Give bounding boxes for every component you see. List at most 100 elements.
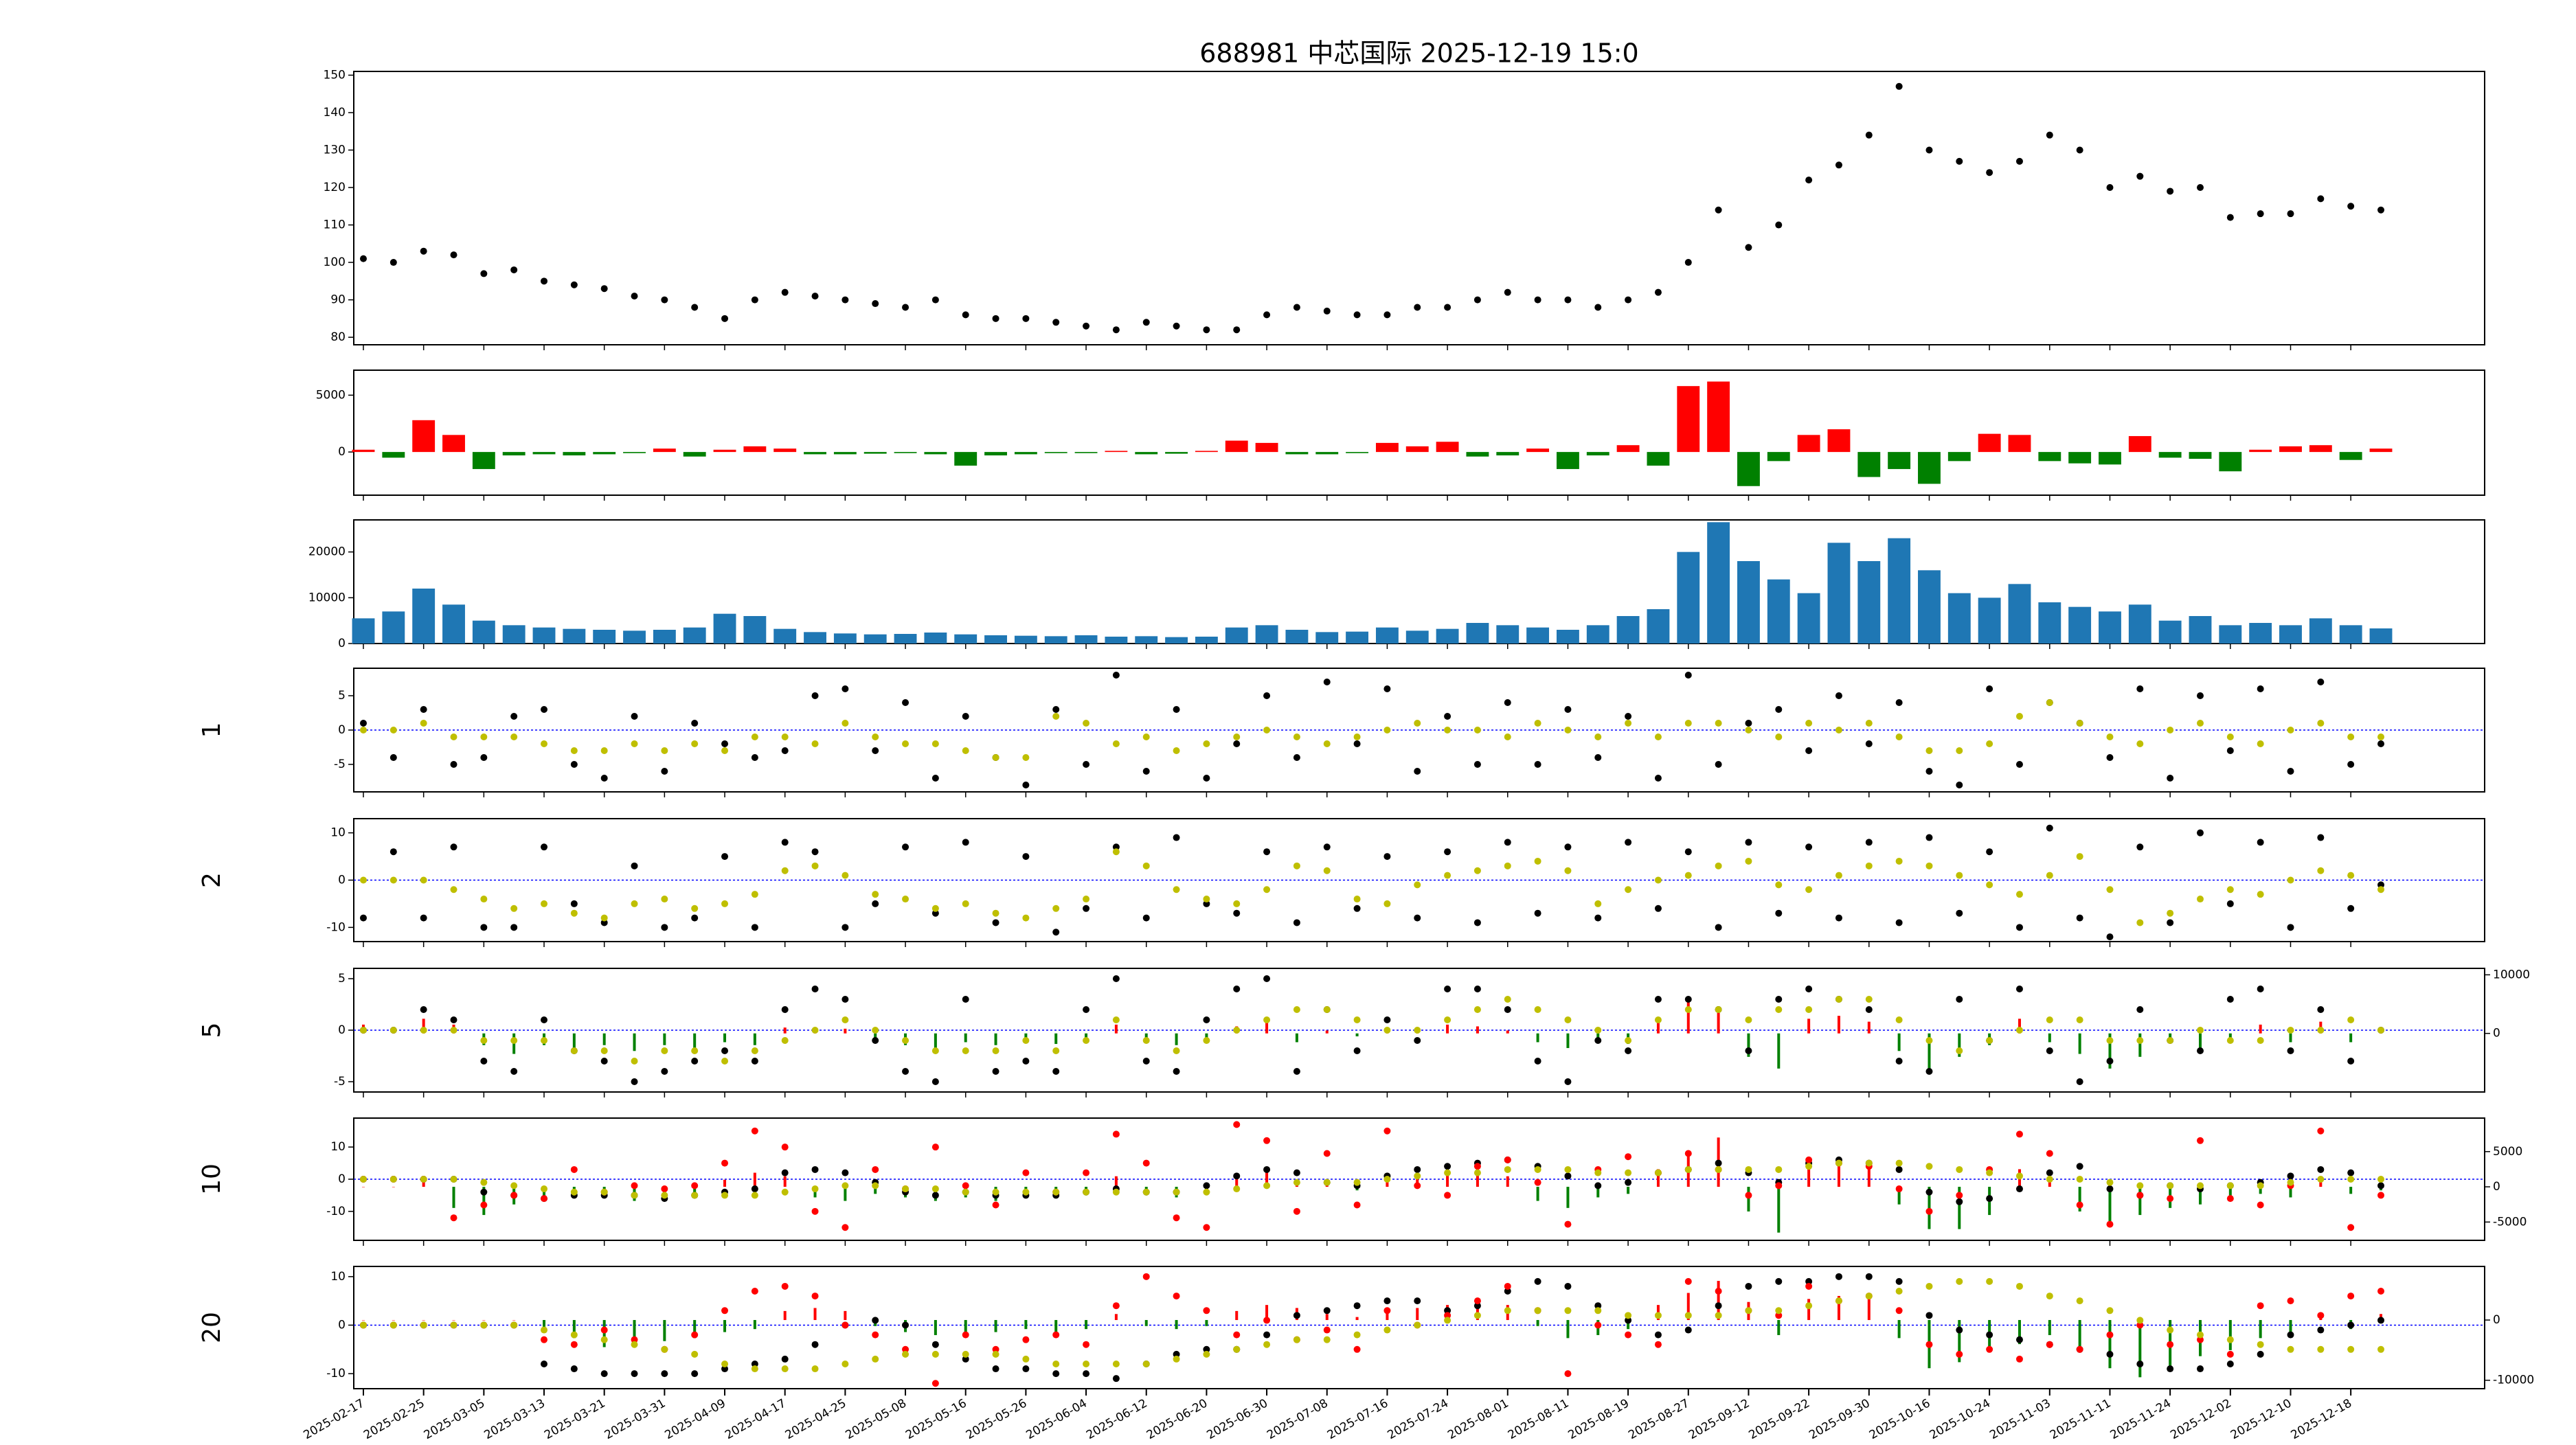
- point: [2287, 1047, 2294, 1054]
- bar: [1897, 1033, 1901, 1051]
- point: [1715, 1302, 1722, 1310]
- point: [2347, 872, 2355, 879]
- bar: [1797, 593, 1820, 644]
- point: [510, 1321, 518, 1329]
- point: [1414, 914, 1421, 922]
- point: [691, 1331, 699, 1339]
- bar: [1686, 1001, 1690, 1034]
- point: [1504, 699, 1511, 706]
- point: [811, 848, 819, 856]
- point: [480, 1037, 488, 1044]
- point: [2196, 829, 2204, 837]
- point: [872, 1182, 879, 1190]
- point: [1414, 1165, 1421, 1173]
- point: [2076, 1297, 2083, 1305]
- point: [1835, 161, 1842, 169]
- bar: [2078, 1187, 2081, 1211]
- point: [2015, 761, 2023, 768]
- y-tick-label: 0: [338, 637, 346, 650]
- point: [480, 754, 488, 761]
- bar: [2289, 1187, 2292, 1198]
- point: [1865, 839, 1873, 846]
- point: [450, 1176, 457, 1183]
- point: [1383, 1016, 1391, 1023]
- bar: [783, 1310, 787, 1321]
- point: [1263, 886, 1271, 894]
- bar: [1044, 452, 1067, 453]
- point: [661, 896, 668, 903]
- point: [1534, 1179, 1541, 1186]
- bar: [844, 1028, 847, 1034]
- y-tick-label: 130: [324, 143, 346, 157]
- point: [1112, 672, 1120, 679]
- point: [1534, 761, 1541, 768]
- point: [931, 1078, 939, 1085]
- bar: [2228, 1033, 2232, 1040]
- bar: [422, 1019, 425, 1034]
- point: [389, 848, 397, 856]
- y-tick-label: 140: [324, 106, 346, 120]
- bar: [2108, 1033, 2112, 1069]
- point: [420, 914, 427, 922]
- point: [1835, 1159, 1842, 1167]
- point: [1112, 848, 1120, 856]
- point: [510, 1037, 518, 1044]
- point: [1504, 996, 1511, 1003]
- bar: [2349, 1033, 2353, 1043]
- point: [480, 733, 488, 740]
- bar: [2259, 1320, 2262, 1339]
- point: [781, 1365, 789, 1373]
- point: [2106, 886, 2114, 894]
- point: [1956, 1350, 1963, 1358]
- bar: [1014, 452, 1037, 455]
- point: [480, 1058, 488, 1065]
- bar: [572, 1033, 576, 1049]
- point: [2106, 733, 2114, 740]
- bar: [1054, 1320, 1058, 1332]
- point: [1414, 768, 1421, 775]
- point: [1925, 1163, 1933, 1170]
- bar: [1958, 1320, 1961, 1363]
- bar: [1616, 616, 1640, 644]
- point: [1956, 157, 1963, 165]
- point: [1293, 754, 1300, 761]
- point: [2257, 986, 2264, 992]
- point: [389, 1027, 397, 1034]
- point: [1142, 1037, 1150, 1044]
- point: [962, 839, 969, 846]
- y-tick-label: 0: [338, 723, 346, 737]
- point: [781, 1144, 789, 1151]
- bar: [2068, 606, 2092, 644]
- y2-tick-label: 0: [2493, 1313, 2500, 1327]
- point: [1473, 1169, 1481, 1176]
- bar: [1235, 1310, 1239, 1321]
- point: [1594, 1307, 1602, 1315]
- point: [781, 747, 789, 754]
- point: [841, 1224, 849, 1231]
- point: [2317, 1312, 2325, 1319]
- point: [1775, 881, 1783, 889]
- point: [1504, 862, 1511, 869]
- point: [1925, 1282, 1933, 1290]
- point: [1594, 900, 1602, 907]
- bar: [1897, 1320, 1901, 1339]
- point: [721, 1360, 729, 1367]
- point: [931, 1380, 939, 1387]
- point: [2106, 754, 2114, 761]
- point: [661, 768, 668, 775]
- point: [1775, 1165, 1783, 1173]
- point: [872, 900, 879, 907]
- point: [2076, 1345, 2083, 1353]
- bar: [1737, 561, 1760, 644]
- bar: [2018, 1320, 2021, 1345]
- y-tick-label: 0: [338, 445, 346, 459]
- point: [1895, 1185, 1903, 1193]
- point: [1534, 296, 1541, 304]
- point: [751, 1192, 758, 1199]
- point: [1383, 1127, 1391, 1135]
- point: [691, 304, 699, 311]
- point: [1263, 1341, 1271, 1348]
- point: [1775, 909, 1783, 917]
- point: [661, 1068, 668, 1075]
- point: [781, 1037, 789, 1044]
